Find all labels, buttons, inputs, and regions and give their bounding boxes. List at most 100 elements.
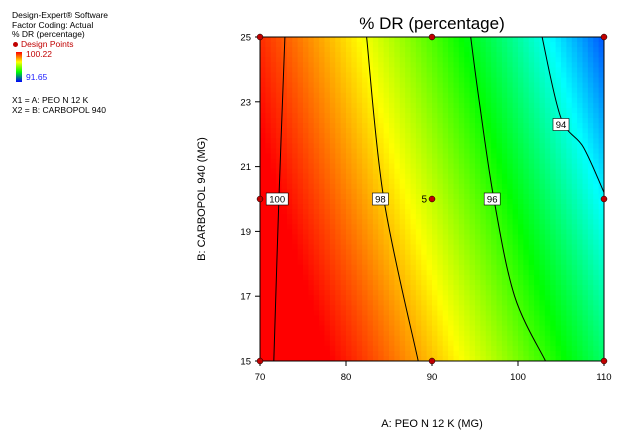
field-cell <box>485 259 492 266</box>
field-cell <box>394 305 401 312</box>
field-cell <box>297 188 304 195</box>
field-cell <box>324 62 331 69</box>
field-cell <box>539 118 546 124</box>
field-cell <box>598 173 604 180</box>
field-cell <box>324 330 331 337</box>
field-cell <box>544 143 551 150</box>
field-cell <box>561 315 568 322</box>
field-cell <box>453 280 460 286</box>
field-cell <box>286 183 293 190</box>
field-cell <box>587 330 594 337</box>
field-cell <box>582 315 589 322</box>
field-cell <box>372 259 379 266</box>
field-cell <box>491 72 498 79</box>
field-cell <box>512 82 519 89</box>
field-cell <box>453 97 460 104</box>
field-cell <box>491 325 498 332</box>
field-cell <box>276 153 283 160</box>
field-cell <box>512 118 519 124</box>
field-cell <box>303 67 310 74</box>
field-cell <box>346 87 353 94</box>
field-cell <box>448 330 455 337</box>
field-cell <box>335 330 342 337</box>
field-cell <box>372 158 379 165</box>
field-cell <box>518 37 525 43</box>
field-cell <box>372 52 379 58</box>
field-cell <box>561 290 568 296</box>
field-cell <box>383 269 390 276</box>
field-cell <box>335 305 342 312</box>
field-cell <box>523 72 530 79</box>
field-cell <box>598 72 604 79</box>
field-cell <box>415 173 422 180</box>
field-cell <box>410 148 417 155</box>
color-scale-bar <box>16 52 22 83</box>
field-cell <box>405 355 412 361</box>
contour-label-box <box>265 192 289 206</box>
field-cell <box>432 92 439 99</box>
field-cell <box>555 295 562 301</box>
field-cell <box>362 133 369 139</box>
field-cell <box>480 82 487 89</box>
field-cell <box>308 92 315 99</box>
field-cell <box>335 133 342 139</box>
field-cell <box>453 224 460 231</box>
field-cell <box>260 183 267 190</box>
field-cell <box>469 148 476 155</box>
field-cell <box>582 274 589 281</box>
field-cell <box>501 295 508 301</box>
field-cell <box>270 300 277 307</box>
field-cell <box>335 224 342 231</box>
field-cell <box>555 42 562 48</box>
field-cell <box>340 128 347 134</box>
field-cell <box>448 188 455 195</box>
field-cell <box>453 153 460 160</box>
field-cell <box>432 315 439 322</box>
field-cell <box>346 97 353 104</box>
field-cell <box>367 153 374 160</box>
field-cell <box>469 87 476 94</box>
field-cell <box>582 193 589 200</box>
field-cell <box>421 123 428 129</box>
field-cell <box>496 295 503 301</box>
field-cell <box>518 335 525 342</box>
field-cell <box>571 47 578 53</box>
field-cell <box>587 239 594 246</box>
field-cell <box>523 229 530 236</box>
field-cell <box>507 345 514 352</box>
field-cell <box>276 148 283 155</box>
field-cell <box>346 193 353 200</box>
field-cell <box>367 209 374 215</box>
field-cell <box>383 224 390 231</box>
field-cell <box>491 350 498 357</box>
field-cell <box>534 234 541 241</box>
field-cell <box>437 153 444 160</box>
field-cell <box>308 87 315 94</box>
field-cell <box>587 148 594 155</box>
field-cell <box>453 345 460 352</box>
field-cell <box>555 57 562 64</box>
field-cell <box>410 224 417 231</box>
field-cell <box>351 295 358 301</box>
field-cell <box>566 183 573 190</box>
field-cell <box>346 158 353 165</box>
field-cell <box>469 153 476 160</box>
field-cell <box>480 188 487 195</box>
field-cell <box>523 340 530 347</box>
field-cell <box>286 62 293 69</box>
field-cell <box>260 345 267 352</box>
field-cell <box>512 219 519 226</box>
field-cell <box>324 97 331 104</box>
field-cell <box>571 82 578 89</box>
field-cell <box>340 92 347 99</box>
field-cell <box>362 320 369 327</box>
field-cell <box>378 280 385 286</box>
field-cell <box>593 82 600 89</box>
field-cell <box>518 77 525 84</box>
design-point <box>428 357 436 365</box>
field-cell <box>292 295 299 301</box>
field-cell <box>340 254 347 261</box>
field-cell <box>571 168 578 175</box>
field-cell <box>415 264 422 271</box>
field-cell <box>512 310 519 317</box>
